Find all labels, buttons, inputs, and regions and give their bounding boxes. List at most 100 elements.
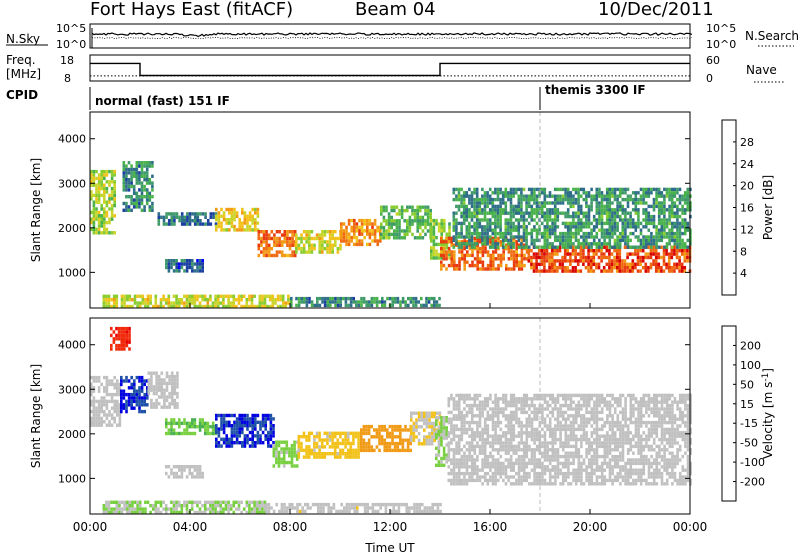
power-cell [368, 222, 372, 226]
power-cell [463, 260, 466, 264]
power-cell [103, 220, 106, 225]
velocity-cell [264, 427, 267, 431]
power-cell [662, 255, 666, 260]
power-cell [476, 267, 479, 271]
power-cell [551, 231, 554, 236]
power-cell [520, 225, 523, 229]
velocity-cell [520, 482, 523, 486]
power-cell [605, 187, 609, 192]
velocity-echo-region [215, 413, 275, 448]
velocity-cell [515, 444, 518, 449]
power-cell [675, 262, 679, 266]
power-cell [634, 221, 638, 226]
power-cell [159, 301, 163, 305]
velocity-cell [365, 441, 368, 446]
power-cell [618, 201, 622, 205]
power-cell [265, 247, 268, 251]
velocity-cell [140, 386, 144, 390]
power-cell [548, 242, 552, 246]
power-cell [215, 228, 218, 232]
velocity-cell [543, 451, 547, 455]
velocity-echo-region [447, 393, 692, 486]
power-echo-region [340, 218, 382, 247]
power-cell [102, 294, 106, 298]
power-cell [576, 259, 580, 263]
power-cell [140, 201, 144, 206]
power-cell [228, 211, 231, 215]
velocity-cell [457, 410, 461, 415]
power-cell [344, 296, 348, 301]
velocity-cell [404, 438, 407, 442]
velocity-cell [522, 407, 526, 411]
power-cell [400, 208, 404, 213]
power-cell [447, 250, 451, 254]
power-cell [652, 259, 655, 263]
power-cell [589, 262, 593, 266]
power-cell [206, 222, 210, 226]
velocity-cell [504, 448, 508, 452]
power-cell [670, 225, 674, 229]
velocity-cell [367, 448, 371, 453]
velocity-cell [410, 431, 413, 436]
velocity-cell [440, 429, 443, 433]
power-cell [165, 262, 168, 266]
power-cell [248, 304, 251, 309]
velocity-cell [486, 403, 490, 408]
freq-tick-bottom: 8 [64, 72, 71, 85]
freq-panel: Freq. [MHz] 18 8 60 0 Nave [6, 53, 784, 85]
power-cell [590, 194, 593, 198]
power-cell [103, 217, 106, 221]
power-cell [479, 260, 482, 264]
power-cell [637, 211, 640, 215]
power-cell [559, 211, 562, 215]
power-cell [520, 194, 523, 198]
velocity-cell [551, 400, 555, 404]
power-cell [370, 300, 374, 304]
power-cell [157, 212, 161, 216]
velocity-cell [108, 392, 111, 397]
power-cell [662, 252, 666, 256]
velocity-cell [116, 389, 119, 393]
power-cell [257, 236, 261, 241]
velocity-cell [155, 405, 158, 409]
power-cell [657, 221, 661, 226]
power-cell [678, 231, 682, 236]
power-cell [430, 256, 433, 260]
power-cell [278, 230, 281, 234]
power-cell [623, 262, 627, 266]
power-cell [657, 238, 661, 243]
power-cell [136, 294, 139, 298]
power-cell [347, 235, 351, 240]
velocity-cell [535, 434, 539, 438]
velocity-cell [494, 407, 497, 411]
power-cell [323, 233, 327, 237]
power-cell [600, 228, 604, 232]
power-cell [561, 221, 565, 226]
velocity-cell [396, 435, 399, 439]
power-cell [267, 243, 271, 247]
velocity-cell [463, 461, 466, 466]
velocity-cell [307, 438, 311, 442]
velocity-cell [328, 431, 332, 435]
velocity-cell [378, 448, 381, 453]
velocity-cell [241, 424, 244, 428]
power-cell [297, 236, 301, 241]
velocity-cell [380, 428, 384, 432]
power-cell [546, 228, 549, 232]
power-cell [177, 301, 181, 305]
power-cell [262, 247, 266, 251]
velocity-cell [157, 395, 161, 399]
velocity-cell [447, 478, 451, 483]
power-cell [462, 208, 466, 212]
power-cell [600, 211, 604, 215]
velocity-cell [543, 465, 547, 469]
power-cell [435, 222, 438, 226]
power-cell [478, 201, 482, 205]
velocity-cell [243, 444, 247, 448]
power-cell [465, 211, 469, 215]
power-cell [233, 218, 236, 222]
power-cell [291, 250, 294, 254]
velocity-cell [522, 441, 526, 445]
power-cell [559, 197, 562, 202]
power-cell [683, 225, 687, 229]
